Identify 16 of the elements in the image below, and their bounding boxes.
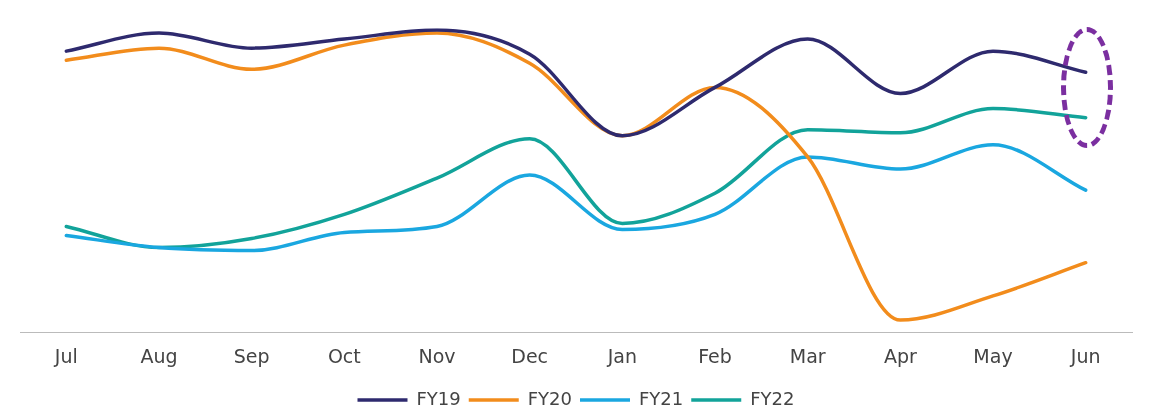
x-tick-label: Sep (233, 344, 270, 367)
x-tick-label: Dec (511, 344, 549, 367)
legend-label: FY21 (639, 387, 684, 409)
x-tick-label: Apr (883, 344, 917, 367)
x-tick-label: Jan (606, 344, 637, 367)
x-tick-label: May (973, 344, 1013, 367)
legend-label: FY22 (750, 387, 795, 409)
x-tick-label: Jul (53, 344, 78, 367)
x-tick-label: Oct (327, 344, 361, 367)
x-tick-label: Jun (1069, 344, 1101, 367)
x-tick-label: Aug (140, 344, 178, 367)
x-tick-label: Mar (789, 344, 826, 367)
x-tick-label: Feb (698, 344, 732, 367)
legend-label: FY20 (527, 387, 573, 409)
x-tick-label: Nov (418, 344, 456, 367)
legend-label: FY19 (416, 387, 461, 409)
